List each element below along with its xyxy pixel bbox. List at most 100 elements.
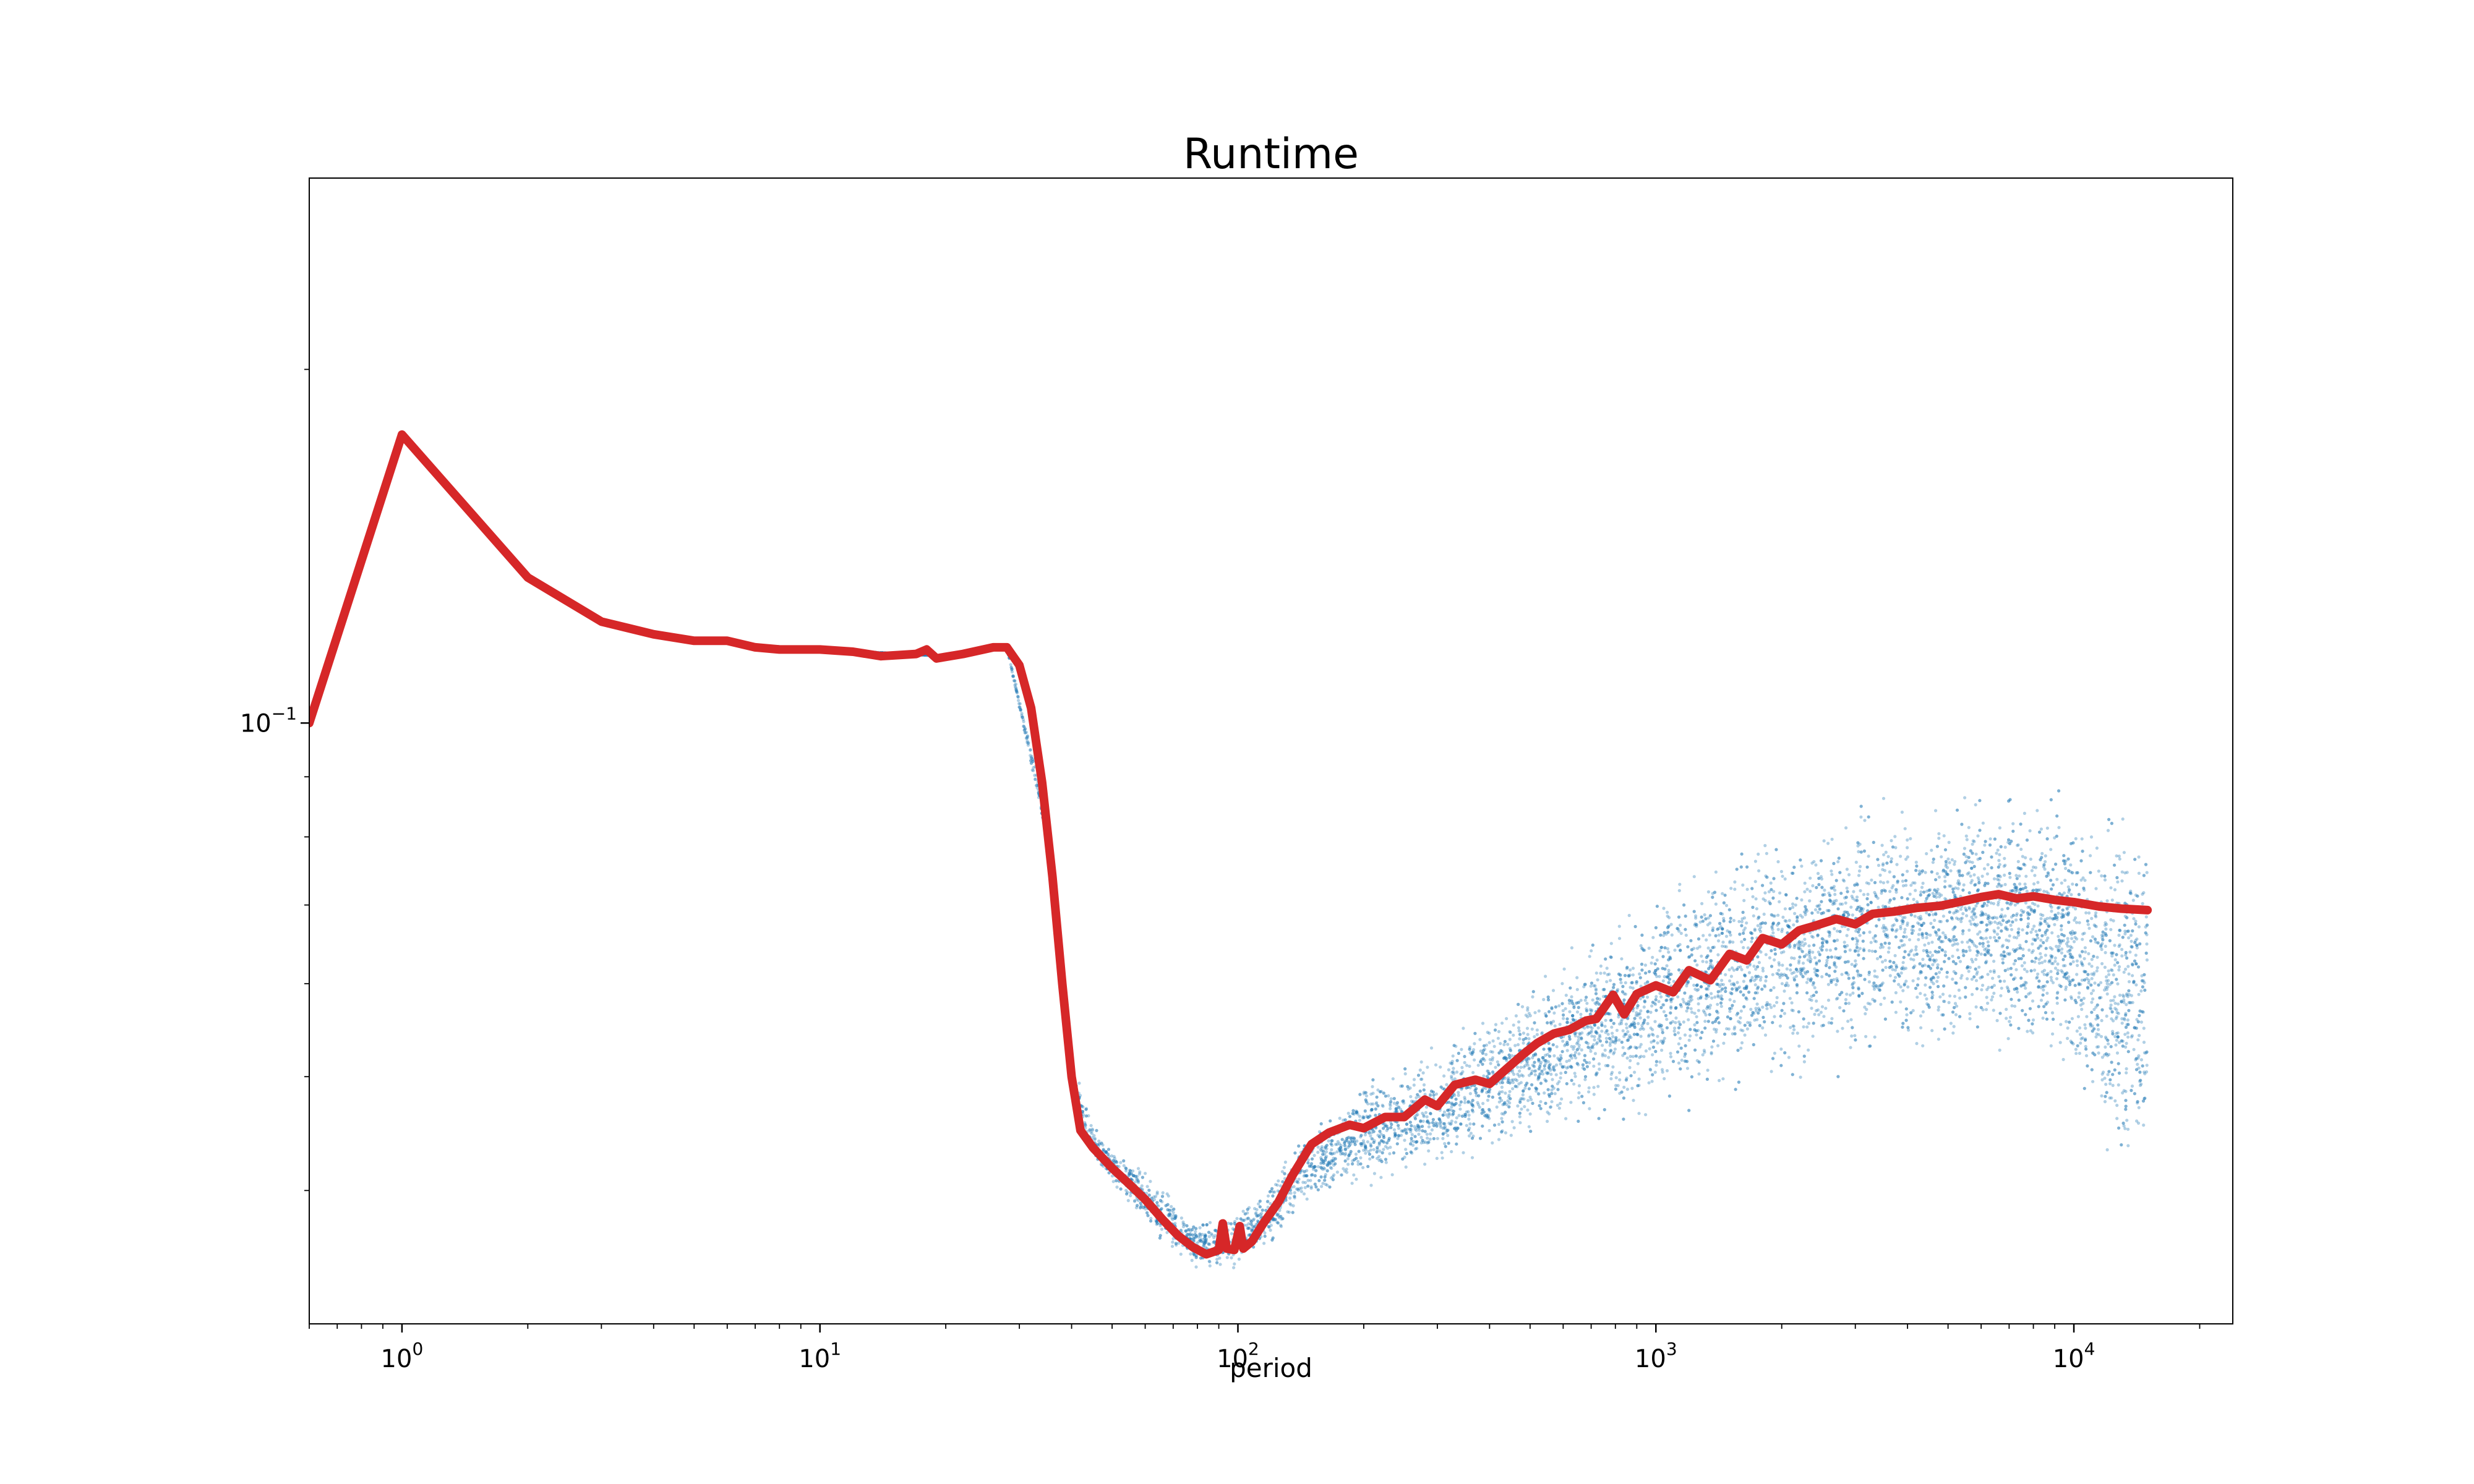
scatter-point [2109, 999, 2113, 1002]
scatter-point [1417, 1127, 1421, 1130]
scatter-point [1131, 1174, 1135, 1177]
scatter-point [1844, 998, 1847, 1002]
scatter-point [1112, 1160, 1116, 1164]
scatter-point [1734, 1088, 1737, 1091]
scatter-point [1972, 975, 1976, 979]
scatter-point [1395, 1109, 1398, 1112]
scatter-point [1802, 966, 1805, 970]
scatter-point [1122, 1159, 1126, 1162]
scatter-point [1773, 958, 1776, 962]
scatter-point [1928, 950, 1932, 954]
scatter-point [1786, 924, 1789, 927]
scatter-point [1859, 906, 1863, 910]
scatter-point [1885, 927, 1888, 931]
scatter-point [2044, 860, 2047, 864]
scatter-point [2007, 953, 2011, 957]
scatter-point [1708, 1006, 1711, 1010]
scatter-point [1630, 1086, 1634, 1090]
scatter-point [1419, 1060, 1423, 1064]
scatter-point [1449, 1122, 1453, 1125]
scatter-point [2103, 1077, 2107, 1080]
scatter-point [1445, 1083, 1449, 1086]
scatter-point [2062, 891, 2066, 895]
scatter-point [1186, 1228, 1190, 1232]
scatter-point [1611, 1065, 1615, 1069]
scatter-point [1208, 1242, 1212, 1246]
scatter-point [1808, 949, 1812, 952]
scatter-point [1934, 809, 1938, 812]
scatter-point [1494, 1023, 1498, 1026]
scatter-point [1136, 1180, 1141, 1184]
scatter-point [1796, 942, 1800, 946]
scatter-point [1925, 852, 1928, 856]
scatter-point [1880, 942, 1883, 946]
scatter-point [1901, 918, 1904, 922]
scatter-point [2014, 918, 2018, 922]
scatter-point [1561, 1065, 1565, 1069]
scatter-point [1504, 1091, 1507, 1095]
scatter-point [1838, 992, 1842, 997]
scatter-point [1978, 942, 1982, 945]
scatter-point [1808, 899, 1812, 903]
scatter-point [1653, 1020, 1657, 1023]
scatter-point [1639, 1054, 1643, 1058]
scatter-point [1473, 1042, 1476, 1046]
scatter-point [1800, 967, 1805, 971]
scatter-point [2089, 992, 2094, 996]
scatter-point [1594, 1072, 1598, 1075]
scatter-point [1817, 883, 1821, 887]
scatter-point [1935, 895, 1938, 899]
scatter-point [1778, 1024, 1782, 1028]
scatter-point [1560, 1050, 1564, 1054]
scatter-point [1623, 1052, 1627, 1055]
scatter-point [1698, 920, 1702, 924]
scatter-point [1952, 911, 1956, 915]
scatter-point [1988, 837, 1992, 841]
scatter-point [1873, 969, 1877, 973]
scatter-point [2009, 923, 2013, 927]
scatter-point [2014, 885, 2018, 890]
scatter-point [1993, 930, 1997, 934]
scatter-point [1811, 950, 1815, 954]
scatter-point [1444, 1127, 1447, 1131]
scatter-point [1595, 1041, 1599, 1044]
scatter-point [2100, 1078, 2104, 1081]
scatter-point [1582, 985, 1586, 989]
scatter-point [2113, 1007, 2117, 1010]
scatter-point [1981, 821, 1985, 825]
scatter-point [1303, 1174, 1307, 1177]
scatter-point [1836, 860, 1840, 864]
scatter-point [1366, 1140, 1369, 1144]
scatter-point [1984, 936, 1988, 940]
scatter-point [1662, 1010, 1666, 1013]
scatter-point [1781, 915, 1785, 919]
scatter-point [1251, 1229, 1254, 1232]
scatter-point [1915, 996, 1919, 999]
scatter-point [2031, 1031, 2035, 1034]
scatter-point [1990, 921, 1993, 924]
scatter-point [1921, 1010, 1925, 1013]
scatter-point [1706, 1005, 1710, 1009]
scatter-point [1729, 974, 1733, 978]
scatter-point [1364, 1145, 1368, 1149]
scatter-point [1518, 1121, 1522, 1125]
scatter-point [1379, 1132, 1383, 1136]
scatter-point [1593, 1023, 1597, 1027]
scatter-point [2037, 979, 2041, 983]
scatter-point [1280, 1217, 1283, 1221]
scatter-point [2113, 995, 2117, 999]
scatter-point [2057, 949, 2060, 953]
scatter-point [1611, 1035, 1615, 1039]
scatter-point [1093, 1138, 1097, 1141]
scatter-point [1906, 985, 1910, 989]
scatter-point [1987, 915, 1990, 918]
scatter-point [1832, 885, 1836, 889]
scatter-point [2053, 960, 2057, 963]
scatter-point [1906, 923, 1909, 927]
scatter-point [1567, 1059, 1571, 1062]
scatter-point [1500, 1117, 1504, 1120]
scatter-point [1928, 958, 1932, 962]
scatter-point [1527, 1125, 1531, 1128]
scatter-point [2097, 1045, 2100, 1049]
scatter-point [1815, 1009, 1818, 1013]
